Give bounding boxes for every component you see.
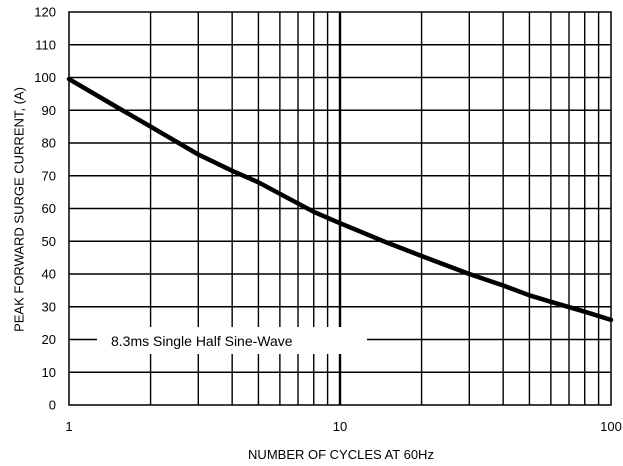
y-tick-label: 100 [34,70,56,85]
y-tick-label: 80 [42,136,56,151]
y-tick-label: 60 [42,201,56,216]
y-axis-label: PEAK FORWARD SURGE CURRENT, (A) [11,87,26,332]
y-tick-label: 90 [42,103,56,118]
y-tick-label: 50 [42,234,56,249]
y-tick-label: 120 [34,5,56,20]
y-tick-label: 0 [49,398,56,413]
y-tick-labels: 0 10 20 30 40 50 60 70 80 90 100 110 120 [34,5,56,413]
x-axis-label: NUMBER OF CYCLES AT 60Hz [248,447,434,462]
y-tick-label: 110 [35,37,56,52]
y-tick-label: 10 [42,365,56,380]
y-tick-label: 20 [42,332,56,347]
annotation-text: 8.3ms Single Half Sine-Wave [111,333,293,349]
x-tick-label: 1 [65,419,72,434]
y-tick-label: 70 [42,168,56,183]
x-tick-label: 100 [600,419,622,434]
annotation-box: 8.3ms Single Half Sine-Wave [97,327,367,354]
x-tick-label: 10 [333,419,347,434]
x-tick-labels: 1 10 100 [65,419,621,434]
y-tick-label: 40 [42,267,56,282]
y-tick-label: 30 [42,299,56,314]
